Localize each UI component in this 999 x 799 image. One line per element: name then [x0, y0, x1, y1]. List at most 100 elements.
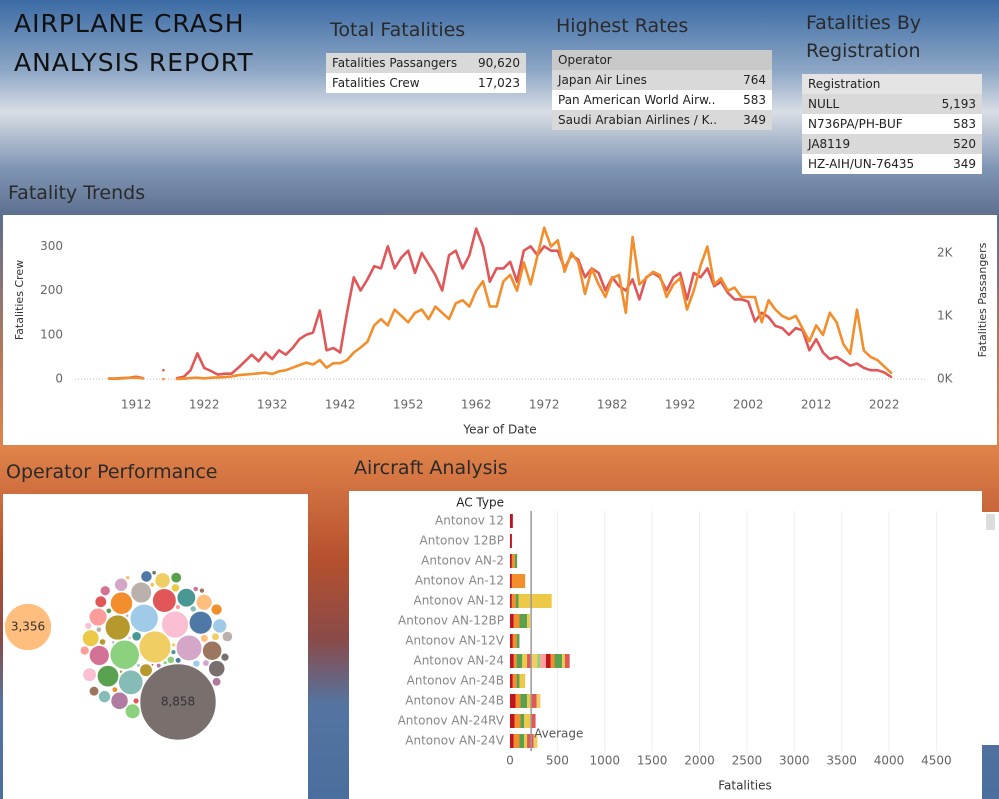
x-tick-label: 1922 [189, 398, 220, 412]
bar-segment [510, 514, 513, 528]
bar-segment [510, 634, 513, 648]
bubble [166, 655, 175, 664]
row-label: Japan Air Lines [558, 73, 647, 87]
bubble [200, 634, 209, 643]
trend-title: Fatality Trends [8, 182, 146, 204]
bubble [152, 588, 177, 613]
bubble [125, 613, 130, 618]
bubble [140, 570, 153, 583]
bar-segment [527, 734, 534, 748]
bar-segment [562, 654, 565, 668]
table-header: Registration [802, 74, 982, 94]
header-cell: Registration [808, 77, 881, 91]
bar-segment [520, 714, 525, 728]
bar-segment [510, 534, 512, 548]
bubble [221, 631, 233, 642]
bubble [170, 572, 182, 584]
bar-segment [510, 574, 512, 588]
bubble [139, 663, 217, 741]
bar-segment [519, 674, 526, 688]
bar-segment [510, 694, 516, 708]
bubble [114, 577, 128, 592]
bubble [208, 660, 226, 678]
x-tick-label: 1992 [665, 398, 696, 412]
row-value: 349 [953, 157, 976, 171]
bar-segment [510, 714, 515, 728]
bar-segment [537, 654, 541, 668]
bubble [149, 582, 155, 588]
bubble [111, 686, 118, 693]
bar-segment [515, 694, 521, 708]
bubble [96, 665, 119, 688]
x-tick-label: 3500 [826, 754, 857, 768]
x-tick-label: 1912 [121, 398, 152, 412]
bubble [4, 603, 52, 651]
scrollbar [982, 512, 999, 745]
bubble [95, 626, 102, 633]
category-label: Antonov AN-24B [405, 694, 504, 708]
bar-segment [515, 594, 519, 608]
bar-segment [527, 614, 530, 628]
x-tick-label: 1982 [597, 398, 628, 412]
row-value: 17,023 [478, 76, 520, 90]
bubble [151, 570, 157, 576]
bubble [210, 603, 223, 616]
bubble [82, 667, 97, 682]
bubble-group: 8,858 3,356 [4, 570, 233, 741]
x-tick-label: 2002 [733, 398, 764, 412]
bubble [125, 575, 131, 581]
bubble [154, 572, 171, 589]
bubble [192, 586, 199, 592]
bubble [211, 632, 220, 641]
y2-tick-label: 1K [937, 308, 954, 322]
bubble [150, 663, 155, 667]
bar-segment [524, 734, 528, 748]
bubble [98, 690, 111, 703]
bubble [195, 594, 213, 611]
x-tick-label: 1942 [325, 398, 356, 412]
row-value: 764 [743, 73, 766, 87]
bubble [171, 642, 176, 648]
x-tick-label: 1000 [589, 754, 620, 768]
row-value: 5,193 [941, 97, 976, 111]
bar-segment [550, 654, 555, 668]
table-row: N736PA/PH-BUF 583 [802, 114, 982, 134]
x-tick-label: 1972 [529, 398, 560, 412]
bar-segment [512, 674, 517, 688]
category-label: Antonov 12 [435, 514, 504, 528]
y-tick-label: 200 [40, 283, 63, 297]
bar-segment [512, 634, 517, 648]
bubble [189, 605, 197, 613]
bubble [89, 645, 110, 666]
y-tick-label: 100 [40, 327, 63, 341]
y-tick-label: 300 [40, 239, 63, 253]
bubble [161, 610, 189, 639]
bubble [132, 697, 140, 705]
bar-segment [511, 574, 526, 588]
bubble [171, 583, 180, 593]
bubble [199, 587, 205, 594]
bar-segment [527, 694, 531, 708]
bubble [110, 591, 133, 615]
row-label: Saudi Arabian Airlines / K.. [558, 113, 718, 127]
bar-segment [510, 594, 512, 608]
bubble [119, 669, 123, 674]
x-tick-label: 0 [506, 754, 514, 768]
bubble [139, 663, 153, 677]
bar-segment [513, 734, 520, 748]
category-label: Antonov AN-12BP [398, 614, 504, 628]
bar-segment [519, 614, 528, 628]
bubble [127, 635, 132, 640]
operator-title: Operator Performance [6, 461, 218, 483]
scroll-thumb[interactable] [986, 514, 995, 530]
bubble [84, 622, 92, 630]
bubble [99, 638, 106, 646]
category-label: Antonov AN-12V [405, 634, 505, 648]
bubble [163, 660, 168, 665]
bar-segment [511, 554, 515, 568]
bubble [129, 603, 159, 633]
bar-segment [533, 734, 538, 748]
bar-segment [519, 734, 525, 748]
bar-segment [513, 654, 517, 668]
